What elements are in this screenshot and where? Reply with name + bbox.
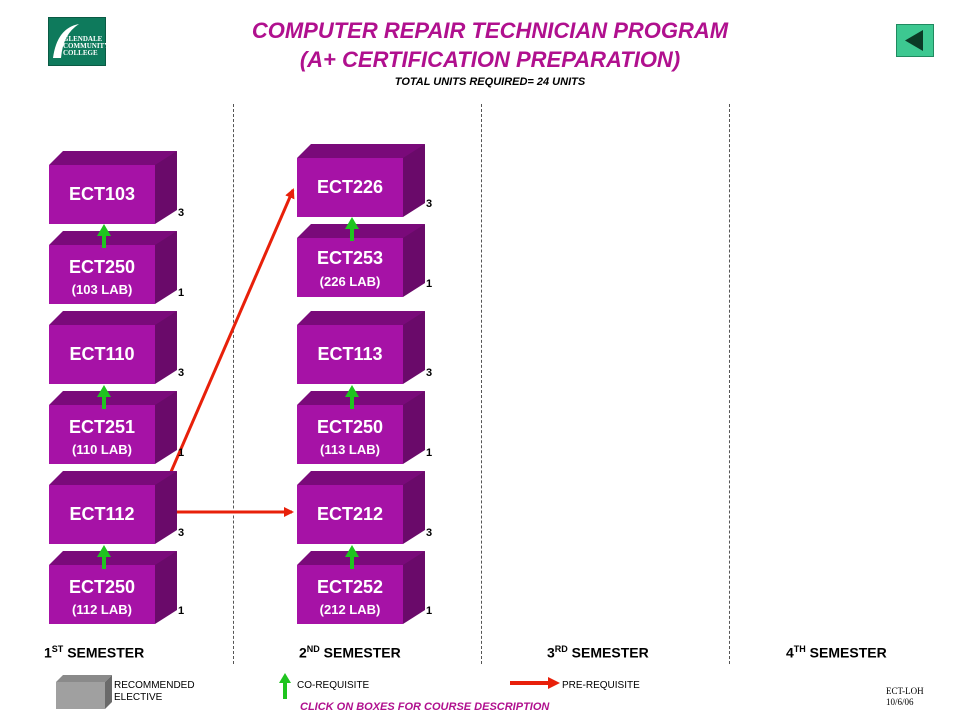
box-3d-shape <box>297 311 425 384</box>
box-3d-shape <box>49 391 177 464</box>
semester-label-3: 3RD SEMESTER <box>547 644 649 661</box>
course-units: 3 <box>426 198 433 210</box>
semester-label-2: 2ND SEMESTER <box>299 644 401 661</box>
page-title-line2: (A+ CERTIFICATION PREPARATION) <box>299 47 681 72</box>
course-units: 1 <box>426 278 433 290</box>
course-box-ect253[interactable]: ECT253 (226 LAB) <box>297 224 425 297</box>
course-units: 3 <box>178 527 185 539</box>
course-code: ECT250 <box>68 257 136 277</box>
course-box-ect251[interactable]: ECT251 (110 LAB) <box>49 391 177 464</box>
box-3d-shape <box>49 551 177 624</box>
course-code: ECT252 <box>316 577 384 597</box>
click-instruction: CLICK ON BOXES FOR COURSE DESCRIPTION <box>300 701 550 713</box>
box-3d-shape <box>49 231 177 304</box>
course-box-ect112[interactable]: ECT112 <box>49 471 177 544</box>
course-units: 3 <box>178 367 185 379</box>
box-3d-shape <box>297 224 425 297</box>
course-code: ECT110 <box>69 344 135 364</box>
course-units: 3 <box>426 367 433 379</box>
course-box-ect103[interactable]: ECT103 <box>49 151 177 224</box>
course-lab-note: (103 LAB) <box>71 282 133 297</box>
semester-label-4: 4TH SEMESTER <box>786 644 887 661</box>
semester-divider <box>729 104 730 664</box>
course-box-ect250-103lab[interactable]: ECT250 (103 LAB) <box>49 231 177 304</box>
box-3d-shape <box>49 151 177 224</box>
box-3d-shape <box>49 311 177 384</box>
back-button[interactable] <box>896 24 934 57</box>
course-lab-note: (226 LAB) <box>319 274 381 289</box>
legend-elective-box-icon <box>56 675 112 709</box>
course-code: ECT226 <box>316 177 384 197</box>
course-code: ECT103 <box>68 184 136 204</box>
college-logo: GLENDALE COMMUNITY COLLEGE <box>48 17 110 66</box>
document-code: ECT-LOH 10/6/06 <box>886 686 924 707</box>
course-box-ect226[interactable]: ECT226 <box>297 144 425 217</box>
prereq-arrow-ect112-ect226 <box>159 188 295 496</box>
course-code: ECT253 <box>316 248 384 268</box>
course-box-ect113[interactable]: ECT113 <box>297 311 425 384</box>
course-box-ect250-113lab[interactable]: ECT250 (113 LAB) <box>297 391 425 464</box>
logo-text: GLENDALE COMMUNITY COLLEGE <box>63 35 110 57</box>
legend-prereq-arrow-icon <box>510 677 560 689</box>
course-units: 1 <box>178 605 185 617</box>
logo-swoosh-icon <box>53 24 79 58</box>
box-3d-shape <box>297 471 425 544</box>
course-box-ect250-112lab[interactable]: ECT250 (112 LAB) <box>49 551 177 624</box>
total-units-subtitle: TOTAL UNITS REQUIRED= 24 UNITS <box>394 76 586 88</box>
course-units: 1 <box>426 447 433 459</box>
legend-coreq-arrow-icon <box>279 673 291 699</box>
course-code: ECT250 <box>68 577 136 597</box>
course-units: 1 <box>178 287 185 299</box>
legend-elective-label: RECOMMENDED ELECTIVE <box>114 680 195 703</box>
course-lab-note: (212 LAB) <box>319 602 381 617</box>
course-box-ect110[interactable]: ECT110 <box>49 311 177 384</box>
course-units: 3 <box>426 527 433 539</box>
course-box-ect212[interactable]: ECT212 <box>297 471 425 544</box>
legend-coreq-label: CO-REQUISITE <box>297 680 370 691</box>
semester-divider <box>233 104 234 664</box>
course-units: 1 <box>178 447 185 459</box>
course-lab-note: (113 LAB) <box>320 442 380 457</box>
course-code: ECT112 <box>69 504 135 524</box>
legend-prereq-label: PRE-REQUISITE <box>562 680 640 691</box>
back-arrow-icon <box>905 30 923 51</box>
course-code: ECT250 <box>316 417 384 437</box>
semester-label-1: 1ST SEMESTER <box>44 644 145 661</box>
course-lab-note: (110 LAB) <box>72 442 132 457</box>
course-code: ECT113 <box>317 344 383 364</box>
page-title: COMPUTER REPAIR TECHNICIAN PROGRAM <box>251 18 729 43</box>
box-3d-shape <box>49 471 177 544</box>
course-units: 1 <box>426 605 433 617</box>
course-lab-note: (112 LAB) <box>72 602 132 617</box>
course-units: 3 <box>178 207 185 219</box>
course-box-ect252[interactable]: ECT252 (212 LAB) <box>297 551 425 624</box>
box-3d-shape <box>297 144 425 217</box>
box-3d-shape <box>297 391 425 464</box>
semester-divider <box>481 104 482 664</box>
course-code: ECT251 <box>68 417 136 437</box>
course-code: ECT212 <box>316 504 384 524</box>
box-3d-shape <box>297 551 425 624</box>
